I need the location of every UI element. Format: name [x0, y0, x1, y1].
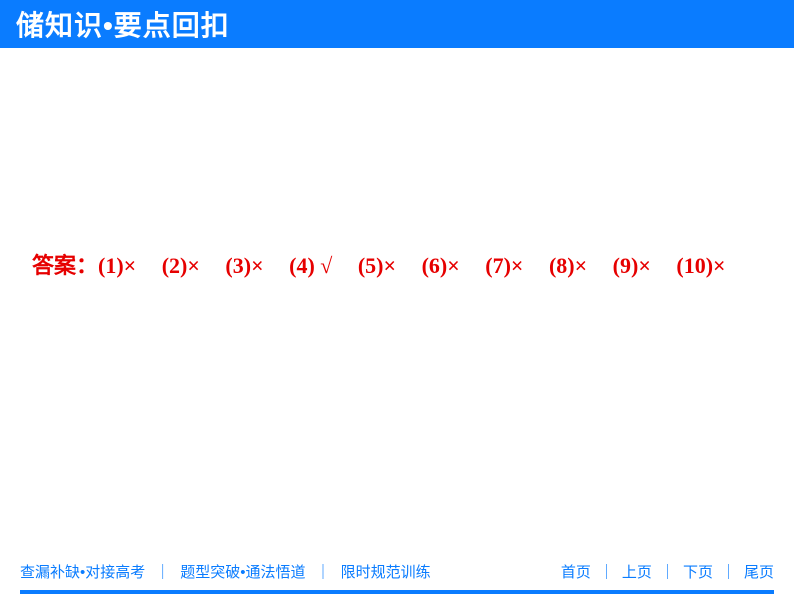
answer-item: (8)×	[549, 240, 587, 293]
answer-label: 答案：	[32, 253, 98, 278]
content-area: 答案：(1)× (2)× (3)× (4) √ (5)× (6)× (7)× (…	[0, 240, 794, 293]
answer-line: 答案：(1)× (2)× (3)× (4) √ (5)× (6)× (7)× (…	[32, 240, 762, 293]
footer-link-types[interactable]: 题型突破•通法悟道	[180, 561, 305, 582]
footer-separator: ｜	[599, 561, 614, 582]
answer-item: (2)×	[162, 240, 200, 293]
footer-link-practice[interactable]: 限时规范训练	[341, 561, 431, 582]
footer-separator: ｜	[155, 561, 170, 582]
footer-separator: ｜	[316, 561, 331, 582]
header-title: 储知识•要点回扣	[16, 4, 230, 44]
footer-content: 查漏补缺•对接高考 ｜ 题型突破•通法悟道 ｜ 限时规范训练 首页 ｜ 上页 ｜…	[20, 561, 774, 588]
footer-separator: ｜	[721, 561, 736, 582]
answer-item: (9)×	[613, 240, 651, 293]
nav-prev-page[interactable]: 上页	[622, 561, 652, 582]
footer-left-section: 查漏补缺•对接高考 ｜ 题型突破•通法悟道 ｜ 限时规范训练	[20, 561, 431, 582]
nav-next-page[interactable]: 下页	[683, 561, 713, 582]
footer: 查漏补缺•对接高考 ｜ 题型突破•通法悟道 ｜ 限时规范训练 首页 ｜ 上页 ｜…	[0, 561, 794, 596]
answer-item: (1)×	[98, 240, 136, 293]
answer-item: (3)×	[225, 240, 263, 293]
answer-item: (10)×	[676, 240, 725, 293]
header-bar: 储知识•要点回扣	[0, 0, 794, 48]
nav-first-page[interactable]: 首页	[561, 561, 591, 582]
footer-right-section: 首页 ｜ 上页 ｜ 下页 ｜ 尾页	[561, 561, 774, 582]
footer-separator: ｜	[660, 561, 675, 582]
nav-last-page[interactable]: 尾页	[744, 561, 774, 582]
footer-link-review[interactable]: 查漏补缺•对接高考	[20, 561, 145, 582]
answer-item: (6)×	[422, 240, 460, 293]
answer-item: (7)×	[485, 240, 523, 293]
answer-item: (4) √	[289, 240, 332, 293]
footer-divider-line	[20, 590, 774, 594]
answer-item: (5)×	[358, 240, 396, 293]
